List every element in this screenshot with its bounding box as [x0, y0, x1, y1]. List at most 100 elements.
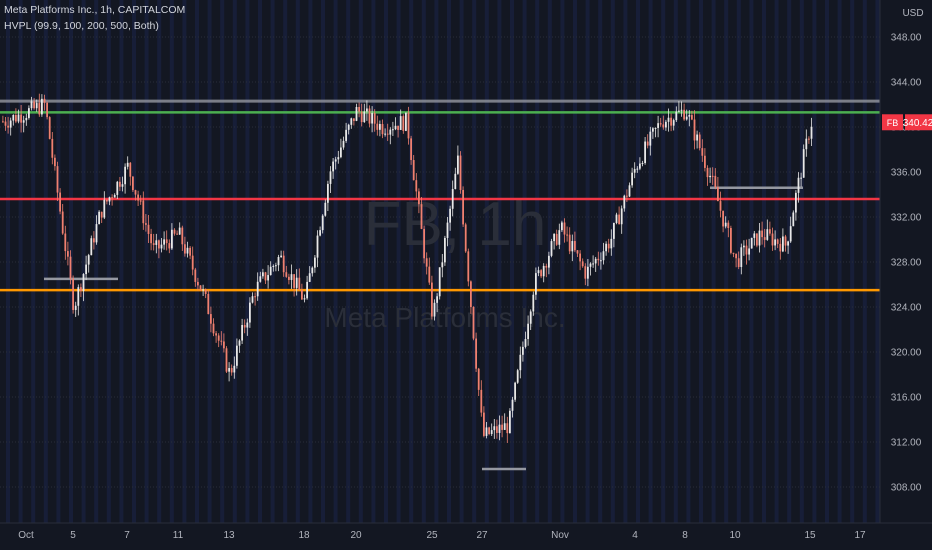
candle-body [129, 162, 132, 177]
candle-body [28, 108, 30, 118]
session-band [182, 0, 187, 523]
time-tick-label: Nov [551, 530, 569, 541]
candle-body [511, 399, 514, 411]
candle-body [376, 123, 379, 130]
candle-body [644, 141, 646, 164]
candle-body [714, 175, 717, 187]
candle-body [763, 237, 766, 240]
candle-body [147, 224, 150, 234]
time-tick-label: 17 [854, 530, 866, 541]
candle-body [797, 177, 800, 193]
candle-body [272, 265, 275, 267]
candle-body [345, 129, 347, 141]
candle-body [503, 423, 506, 430]
candle-body [269, 266, 272, 276]
candle-body [233, 365, 236, 373]
time-tick-label: 10 [729, 530, 741, 541]
candle-body [753, 233, 756, 238]
candle-body [132, 176, 134, 191]
candle-body [280, 255, 282, 258]
candle-body [756, 233, 758, 246]
candle-body [142, 200, 145, 224]
candle-body [795, 192, 797, 213]
candle-body [290, 274, 293, 280]
watermark-ticker: FB, 1h [364, 190, 547, 259]
candle-body [126, 162, 129, 167]
candle-body [69, 256, 72, 279]
candle-body [652, 128, 654, 132]
candle-body [704, 155, 706, 168]
candle-body [407, 112, 410, 139]
candle-body [446, 222, 449, 238]
candle-body [22, 120, 25, 123]
candle-body [459, 155, 462, 190]
session-band [510, 0, 514, 523]
time-tick-label: 4 [632, 530, 638, 541]
candle-body [181, 227, 184, 245]
candle-body [750, 237, 753, 249]
candle-body [433, 302, 436, 317]
candle-body [171, 229, 173, 249]
symbol-title: Meta Platforms Inc., 1h, CAPITALCOM [4, 4, 186, 16]
candle-body [389, 129, 392, 135]
time-tick-label: 7 [124, 530, 130, 541]
candle-body [501, 424, 503, 430]
candle-body [537, 270, 540, 274]
candle-body [672, 120, 675, 126]
candle-body [639, 163, 641, 169]
candle-body [657, 123, 659, 128]
session-band [6, 0, 10, 523]
candle-body [776, 239, 779, 244]
candle-body [727, 222, 730, 229]
candle-body [165, 239, 168, 244]
candle-body [355, 106, 358, 121]
price-tick-label: 328.00 [891, 258, 922, 269]
candle-body [228, 368, 230, 372]
session-band [749, 0, 754, 523]
candle-body [451, 189, 454, 209]
session-band [132, 0, 136, 523]
candle-body [610, 238, 613, 249]
candle-body [249, 302, 251, 323]
candle-body [594, 258, 597, 264]
candle-body [397, 125, 399, 130]
session-band [812, 0, 817, 523]
candle-body [306, 281, 308, 299]
candle-body [626, 195, 628, 197]
candle-body [220, 340, 223, 342]
candle-body [241, 325, 243, 341]
candle-body [301, 290, 303, 300]
session-band [119, 0, 124, 523]
candle-body [254, 296, 256, 298]
candle-body [371, 113, 373, 124]
candle-body [787, 241, 789, 246]
candle-body [555, 233, 558, 245]
candle-body [134, 190, 137, 195]
candle-body [223, 341, 225, 349]
candle-body [701, 148, 704, 156]
candle-body [178, 227, 181, 235]
candle-body [636, 168, 639, 170]
time-tick-label: Oct [18, 530, 34, 541]
candle-body [25, 117, 28, 121]
candle-body [363, 111, 366, 123]
candle-body [262, 272, 264, 277]
session-band [623, 0, 628, 523]
candle-body [683, 109, 685, 120]
candle-body [509, 410, 511, 434]
session-band [686, 0, 691, 523]
candle-body [194, 269, 197, 282]
price-tag-value: 340.42 [903, 118, 932, 129]
candle-body [498, 424, 501, 433]
session-band [711, 0, 716, 523]
candle-body [584, 266, 587, 279]
time-tick-label: 13 [223, 530, 235, 541]
candle-body [431, 282, 433, 317]
candle-body [670, 117, 672, 126]
candle-body [667, 117, 670, 122]
candle-body [698, 134, 701, 149]
candle-body [340, 147, 342, 158]
candle-body [4, 121, 7, 126]
candle-body [319, 230, 321, 236]
